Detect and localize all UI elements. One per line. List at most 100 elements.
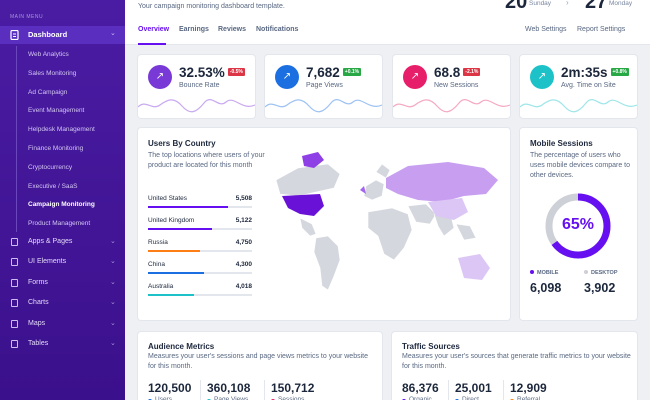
active-row[interactable] [0, 26, 125, 44]
sparkline [138, 99, 255, 113]
date-day: 20 [505, 0, 528, 13]
tab[interactable]: Reviews [218, 26, 247, 33]
metric-label: Page Views [214, 396, 249, 400]
stat-value: 68.8 -2.1% [434, 65, 481, 80]
tab-underline [138, 43, 166, 45]
stat-card: ↗ 32.53% -0.5% Bounce Rate [138, 55, 255, 118]
separator: › [566, 0, 569, 7]
submenu-item[interactable]: Executive / SaaS [28, 182, 78, 190]
country-name: Australia [148, 283, 174, 290]
stat-label: Page Views [306, 82, 343, 89]
donut-label: 65% [561, 216, 595, 233]
stat-number: 2m:35s [561, 65, 608, 80]
metric-label: Users [155, 396, 172, 400]
stat-label: Bounce Rate [179, 82, 220, 89]
sparkline-path [520, 99, 637, 113]
stat-change: -2.1% [463, 68, 481, 76]
chevron: ⌄ [110, 340, 116, 347]
menu-group[interactable]: Charts [28, 299, 49, 307]
date-day: 27 [585, 0, 608, 13]
card-description: Measures your user's sessions and page v… [148, 353, 368, 370]
header-action[interactable]: Report Settings [577, 26, 626, 33]
country-name: China [148, 261, 165, 268]
stat-number: 7,682 [306, 65, 340, 80]
country-value: 5,508 [235, 195, 252, 202]
bar-track [148, 250, 252, 252]
submenu-item[interactable]: Event Management [28, 107, 85, 115]
submenu-item[interactable]: Product Management [28, 220, 91, 228]
divider [200, 380, 201, 400]
menu-icon [11, 238, 18, 246]
menu-icon [11, 319, 18, 328]
country-name: Russia [148, 239, 168, 246]
header [125, 0, 650, 45]
submenu-item[interactable]: Helpdesk Management [28, 126, 95, 134]
metric-label: Referral [517, 396, 541, 400]
legend-label: MOBILE [530, 270, 558, 276]
sparkline-path [138, 99, 255, 113]
stat-change: +0.1% [342, 68, 362, 76]
card-description: Measures your user's sources that genera… [402, 353, 631, 370]
sparkline-path [393, 99, 510, 113]
stat-icon: ↗ [275, 65, 299, 89]
chevron: ⌄ [110, 299, 116, 307]
metric-value: 86,376 [402, 381, 439, 395]
card-title: Traffic Sources [402, 342, 460, 351]
card-title: Users By Country [148, 139, 216, 148]
menu-icon [11, 299, 18, 308]
card-description: The top locations where users of your pr… [148, 152, 265, 169]
metric-value: 12,909 [510, 381, 547, 395]
card-description: The percentage of users who uses mobile … [530, 152, 630, 179]
submenu-item[interactable]: Web Analytics [28, 51, 69, 58]
stat-icon: ↗ [530, 65, 554, 89]
submenu-item[interactable]: Sales Monitoring [28, 69, 77, 77]
tab[interactable]: Overview [138, 26, 170, 33]
world-map [275, 152, 498, 291]
country-value: 4,750 [235, 239, 252, 246]
stat-card: ↗ 2m:35s +0.8% Avg. Time on Site [520, 55, 637, 118]
metric-label: Organic [409, 396, 432, 400]
stat-number: 32.53% [179, 65, 225, 80]
date-weekday: Sunday [529, 0, 552, 7]
country-name: United States [148, 195, 188, 202]
menu-group[interactable]: Dashboard [28, 30, 68, 39]
stat-value: 7,682 +0.1% [306, 65, 362, 80]
legend-value: 6,098 [530, 281, 562, 295]
metric-value: 25,001 [455, 381, 492, 395]
bar-fill [148, 228, 212, 230]
stat-number: 68.8 [434, 65, 461, 80]
chevron: ⌄ [110, 238, 116, 245]
submenu-item[interactable]: Finance Monitoring [28, 145, 84, 152]
submenu-item[interactable]: Cryptocurrency [28, 163, 73, 171]
users-by-country-card: Users By Country The top locations where… [138, 128, 510, 320]
submenu-item[interactable]: Campaign Monitoring [28, 201, 95, 209]
menu-group[interactable]: Tables [28, 340, 49, 347]
country-value: 4,300 [235, 261, 252, 268]
header-action[interactable]: Web Settings [525, 26, 567, 33]
tab[interactable]: Earnings [179, 26, 209, 33]
divider [264, 380, 265, 400]
stat-label: New Sessions [434, 82, 479, 89]
stat-label: Avg. Time on Site [561, 82, 616, 89]
sparkline [393, 99, 510, 113]
bar-fill [148, 294, 194, 296]
metric-value: 360,108 [207, 381, 251, 395]
donut [545, 193, 611, 259]
menu-group[interactable]: Forms [28, 278, 48, 286]
submenu-item[interactable]: Ad Campaign [28, 88, 68, 96]
mobile-sessions-card: Mobile Sessions The percentage of users … [520, 128, 637, 320]
menu-icon [11, 278, 18, 287]
legend-text: DESKTOP [591, 270, 618, 276]
menu-icon [11, 340, 18, 348]
menu-group[interactable]: Maps [28, 319, 46, 327]
date-weekday: Monday [609, 0, 633, 7]
country-value: 5,122 [235, 217, 252, 224]
tab[interactable]: Notifications [256, 26, 299, 33]
sparkline [520, 99, 637, 113]
menu-group[interactable]: Apps & Pages [28, 238, 73, 245]
menu-group[interactable]: UI Elements [28, 258, 67, 266]
bar-fill [148, 250, 200, 252]
divider [448, 380, 449, 400]
legend-label: DESKTOP [584, 270, 618, 276]
legend-value: 3,902 [584, 281, 616, 295]
